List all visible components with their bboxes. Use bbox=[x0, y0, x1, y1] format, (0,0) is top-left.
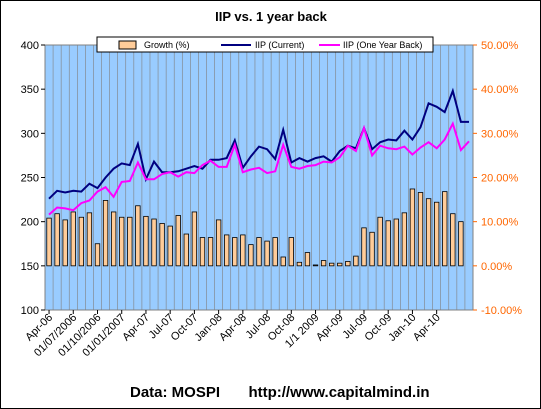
growth-bar bbox=[215, 219, 222, 267]
plot-area bbox=[45, 45, 473, 310]
growth-bar bbox=[280, 256, 286, 267]
growth-bar bbox=[127, 216, 133, 267]
growth-bar bbox=[78, 216, 85, 267]
left-tick-label: 350 bbox=[21, 84, 39, 96]
growth-bar bbox=[232, 237, 238, 267]
growth-bar bbox=[369, 231, 375, 267]
footer-url: http://www.capitalmind.in bbox=[248, 384, 429, 401]
growth-bar bbox=[240, 234, 246, 267]
growth-bar bbox=[296, 261, 303, 267]
x-tick-label: Apr-08 bbox=[217, 312, 249, 344]
growth-bar bbox=[159, 223, 165, 267]
growth-bar bbox=[46, 217, 52, 267]
x-tick-label: Apr-10 bbox=[411, 312, 443, 344]
growth-bar bbox=[102, 200, 109, 267]
growth-bar bbox=[143, 215, 149, 267]
growth-bar bbox=[442, 191, 448, 267]
x-tick-label: Apr-09 bbox=[314, 312, 346, 344]
growth-bar bbox=[151, 218, 157, 267]
growth-bar bbox=[264, 240, 270, 267]
growth-bar bbox=[345, 261, 351, 267]
growth-bar bbox=[409, 188, 416, 267]
x-tick-label: Apr-07 bbox=[120, 312, 152, 344]
left-tick-label: 150 bbox=[21, 261, 39, 273]
growth-bar bbox=[288, 237, 294, 267]
growth-bar bbox=[272, 237, 278, 267]
growth-bar bbox=[320, 260, 327, 267]
right-axis-ticks: -10.00% 0.00% 10.00% 20.00% 30.00% 40.00% 50.0… bbox=[473, 40, 522, 317]
legend-box bbox=[96, 36, 434, 53]
growth-bar bbox=[167, 225, 173, 267]
growth-bar bbox=[256, 237, 262, 267]
growth-bar bbox=[329, 262, 335, 267]
growth-bar bbox=[393, 218, 399, 267]
left-axis-ticks: 100 150 200 250 300 350 400 bbox=[21, 40, 45, 317]
legend: Growth (%) IIP (Current) IIP (One Year B… bbox=[96, 36, 434, 53]
growth-bar bbox=[110, 211, 117, 267]
growth-bar bbox=[54, 213, 60, 267]
growth-bar bbox=[304, 252, 311, 267]
gridlines bbox=[44, 45, 474, 310]
growth-bar bbox=[417, 192, 424, 267]
legend-one-year-back-label: IIP (One Year Back) bbox=[343, 40, 422, 50]
growth-bar bbox=[353, 255, 359, 267]
growth-bar bbox=[312, 264, 319, 267]
iip-current-line bbox=[48, 87, 469, 200]
growth-bar bbox=[207, 237, 214, 267]
growth-bar bbox=[119, 216, 125, 267]
growth-bar bbox=[62, 219, 68, 267]
right-tick-label: 30.00% bbox=[481, 128, 519, 140]
growth-bar bbox=[337, 262, 343, 267]
growth-bar bbox=[224, 234, 230, 267]
iip-one-year-back-line bbox=[48, 120, 470, 216]
growth-bar bbox=[175, 215, 181, 267]
growth-bars bbox=[46, 188, 464, 267]
chart-title: IIP vs. 1 year back bbox=[215, 9, 328, 24]
growth-bar bbox=[377, 216, 383, 267]
legend-growth-label: Growth (%) bbox=[144, 40, 190, 50]
growth-bar bbox=[70, 211, 76, 267]
legend-current-label: IIP (Current) bbox=[255, 40, 304, 50]
left-tick-label: 300 bbox=[21, 128, 39, 140]
growth-bar bbox=[199, 237, 206, 267]
growth-bar bbox=[433, 201, 440, 267]
left-tick-label: 100 bbox=[21, 305, 39, 317]
left-tick-label: 200 bbox=[21, 217, 39, 229]
left-tick-label: 400 bbox=[21, 40, 39, 52]
growth-bar bbox=[450, 213, 456, 267]
left-tick-label: 250 bbox=[21, 173, 39, 185]
growth-bar bbox=[135, 205, 141, 267]
right-tick-label: -10.00% bbox=[481, 305, 522, 317]
growth-bar bbox=[401, 212, 408, 267]
growth-bar bbox=[183, 233, 189, 267]
growth-bar bbox=[94, 243, 101, 267]
growth-bar bbox=[191, 211, 198, 267]
growth-bar bbox=[248, 244, 254, 267]
legend-growth-swatch bbox=[118, 40, 137, 50]
right-tick-label: 10.00% bbox=[481, 217, 519, 229]
growth-bar bbox=[425, 198, 432, 267]
growth-bar bbox=[86, 212, 93, 267]
right-tick-label: 50.00% bbox=[481, 40, 519, 52]
x-axis-ticks: Apr-0601/07/200601/10/200601/01/2007Apr-… bbox=[23, 310, 443, 359]
footer-source: Data: MOSPI bbox=[130, 384, 220, 401]
right-tick-label: 0.00% bbox=[481, 261, 512, 273]
growth-bar bbox=[385, 220, 391, 267]
right-tick-label: 40.00% bbox=[481, 84, 519, 96]
growth-bar bbox=[361, 227, 367, 267]
right-tick-label: 20.00% bbox=[481, 173, 519, 185]
growth-bar bbox=[458, 221, 464, 267]
